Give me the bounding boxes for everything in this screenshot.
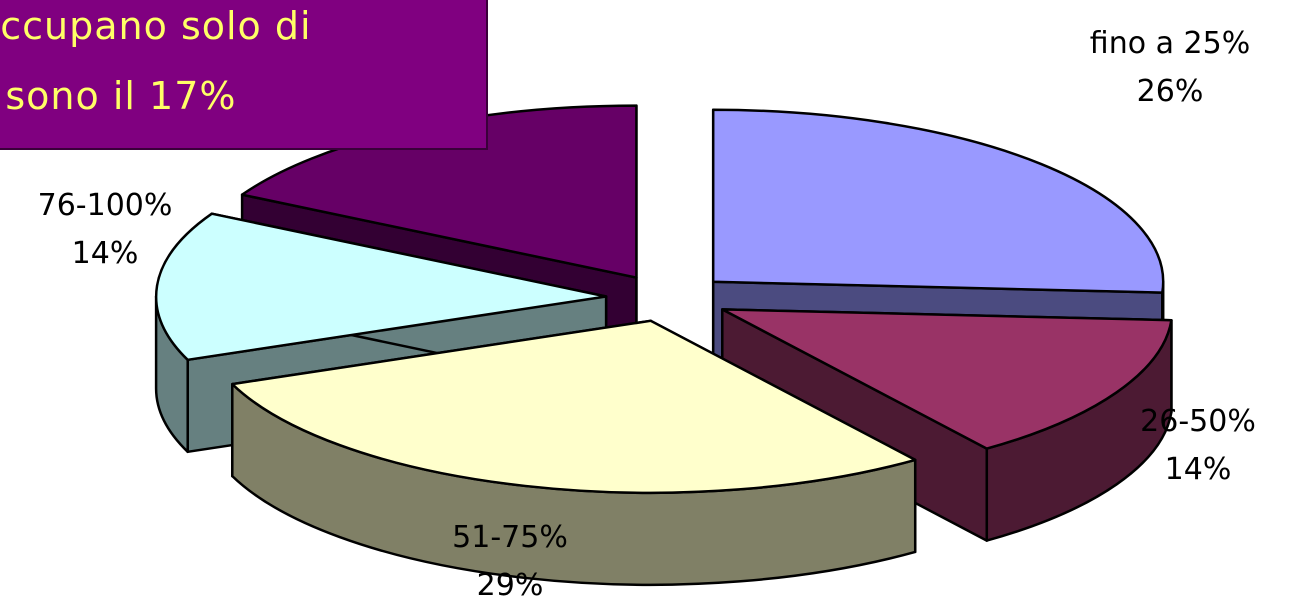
pie-slice-1	[721, 308, 1173, 542]
pie-slice-2	[231, 319, 917, 587]
slice-label-fino-a-25-value: 26%	[1136, 74, 1204, 109]
pie-slice-1-top	[721, 308, 1173, 450]
callout-line-2: a sono il 17%	[0, 74, 237, 118]
slice-label-51-75-value: 29%	[476, 568, 544, 603]
slice-label-51-75-name: 51-75%	[452, 520, 568, 555]
pie-slice-2-top	[231, 319, 917, 495]
pie-slice-0-top	[711, 108, 1165, 294]
slice-label-fino-a-25: fino a 25% 26%	[1020, 20, 1316, 116]
slice-label-26-50: 26-50% 14%	[1078, 398, 1316, 494]
slice-label-fino-a-25-name: fino a 25%	[1089, 26, 1251, 61]
slice-label-51-75: 51-75% 29%	[420, 514, 600, 610]
pie-slice-3-top	[154, 212, 608, 362]
callout-line-1: occupano solo di	[0, 4, 312, 48]
slice-label-76-100-name: 76-100%	[37, 188, 173, 223]
slice-label-76-100: 76-100% 14%	[0, 182, 220, 278]
callout-box: occupano solo di a sono il 17%	[0, 0, 488, 150]
slice-label-26-50-name: 26-50%	[1140, 404, 1256, 439]
slice-label-26-50-value: 14%	[1164, 452, 1232, 487]
slice-label-76-100-value: 14%	[71, 236, 139, 271]
